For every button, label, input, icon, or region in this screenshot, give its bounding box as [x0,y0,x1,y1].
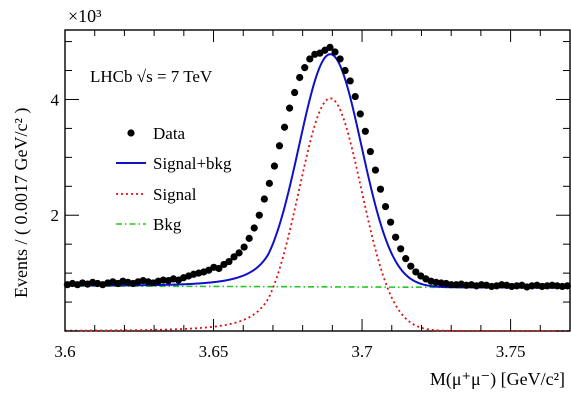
y-tick-label: 4 [51,90,60,109]
data-point [351,92,359,101]
data-point [225,257,233,266]
data-point [306,55,314,63]
legend: Data Signal+bkg Signal Bkg [116,124,232,234]
data-point [361,127,369,135]
plot-frame [64,29,571,332]
x-tick-label: 3.6 [54,342,75,361]
data-point [392,233,400,241]
experiment-annotation: LHCb √s = 7 TeV [90,67,213,86]
data-point [326,43,334,51]
curves-layer [64,53,571,332]
data-point [260,195,268,203]
data-point [285,104,294,112]
series-line-signal-bkg [65,53,571,289]
data-point [397,245,405,253]
data-point [371,166,380,174]
data-point [407,262,415,270]
data-point [235,249,243,257]
data-point [331,48,339,56]
data-point [255,211,263,219]
data-point [346,77,354,85]
x-tick-label: 3.75 [496,342,526,361]
legend-label-data: Data [153,124,186,143]
x-tick-label: 3.65 [199,342,229,361]
data-point [402,255,410,263]
data-point [386,218,395,226]
data-points-layer [63,43,571,291]
data-point [230,253,238,261]
ticks-layer: 3.6 3.65 3.7 3.75 2 4 [51,30,571,361]
data-point [381,202,390,211]
data-point [341,66,349,75]
series-line-signal [65,97,570,332]
y-axis-title: Events / ( 0.0017 GeV/c² ) [11,108,32,298]
data-point [366,147,374,156]
data-point [376,185,385,193]
data-point [356,110,364,118]
y-multiplier: ×10³ [68,6,102,26]
data-point [336,55,344,63]
data-point [296,73,304,82]
y-tick-label: 2 [51,206,60,225]
data-point [245,234,253,242]
data-point [215,264,223,273]
x-axis-title: M(μ⁺μ⁻) [GeV/c²] [430,369,565,390]
data-point [240,243,248,251]
legend-label-signal: Signal [153,185,197,204]
data-point [270,162,279,170]
data-point [250,224,258,232]
data-point [447,281,455,289]
data-point [412,268,420,276]
legend-label-signal-bkg: Signal+bkg [153,154,232,173]
data-point [301,64,309,72]
legend-marker-data [127,129,135,137]
x-tick-label: 3.7 [351,342,373,361]
data-point [291,88,299,97]
legend-label-bkg: Bkg [153,215,182,234]
data-point [275,142,284,150]
data-point [280,123,289,131]
data-point [265,179,273,187]
data-point [563,282,571,290]
